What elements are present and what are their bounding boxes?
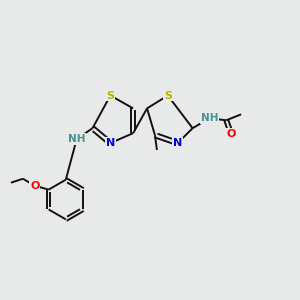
Text: NH: NH — [68, 134, 85, 144]
Text: NH: NH — [201, 113, 218, 123]
Text: N: N — [173, 138, 182, 148]
Text: O: O — [226, 129, 236, 139]
Text: S: S — [106, 91, 114, 100]
Text: O: O — [30, 181, 39, 191]
Text: S: S — [164, 91, 172, 100]
Text: N: N — [106, 138, 115, 148]
